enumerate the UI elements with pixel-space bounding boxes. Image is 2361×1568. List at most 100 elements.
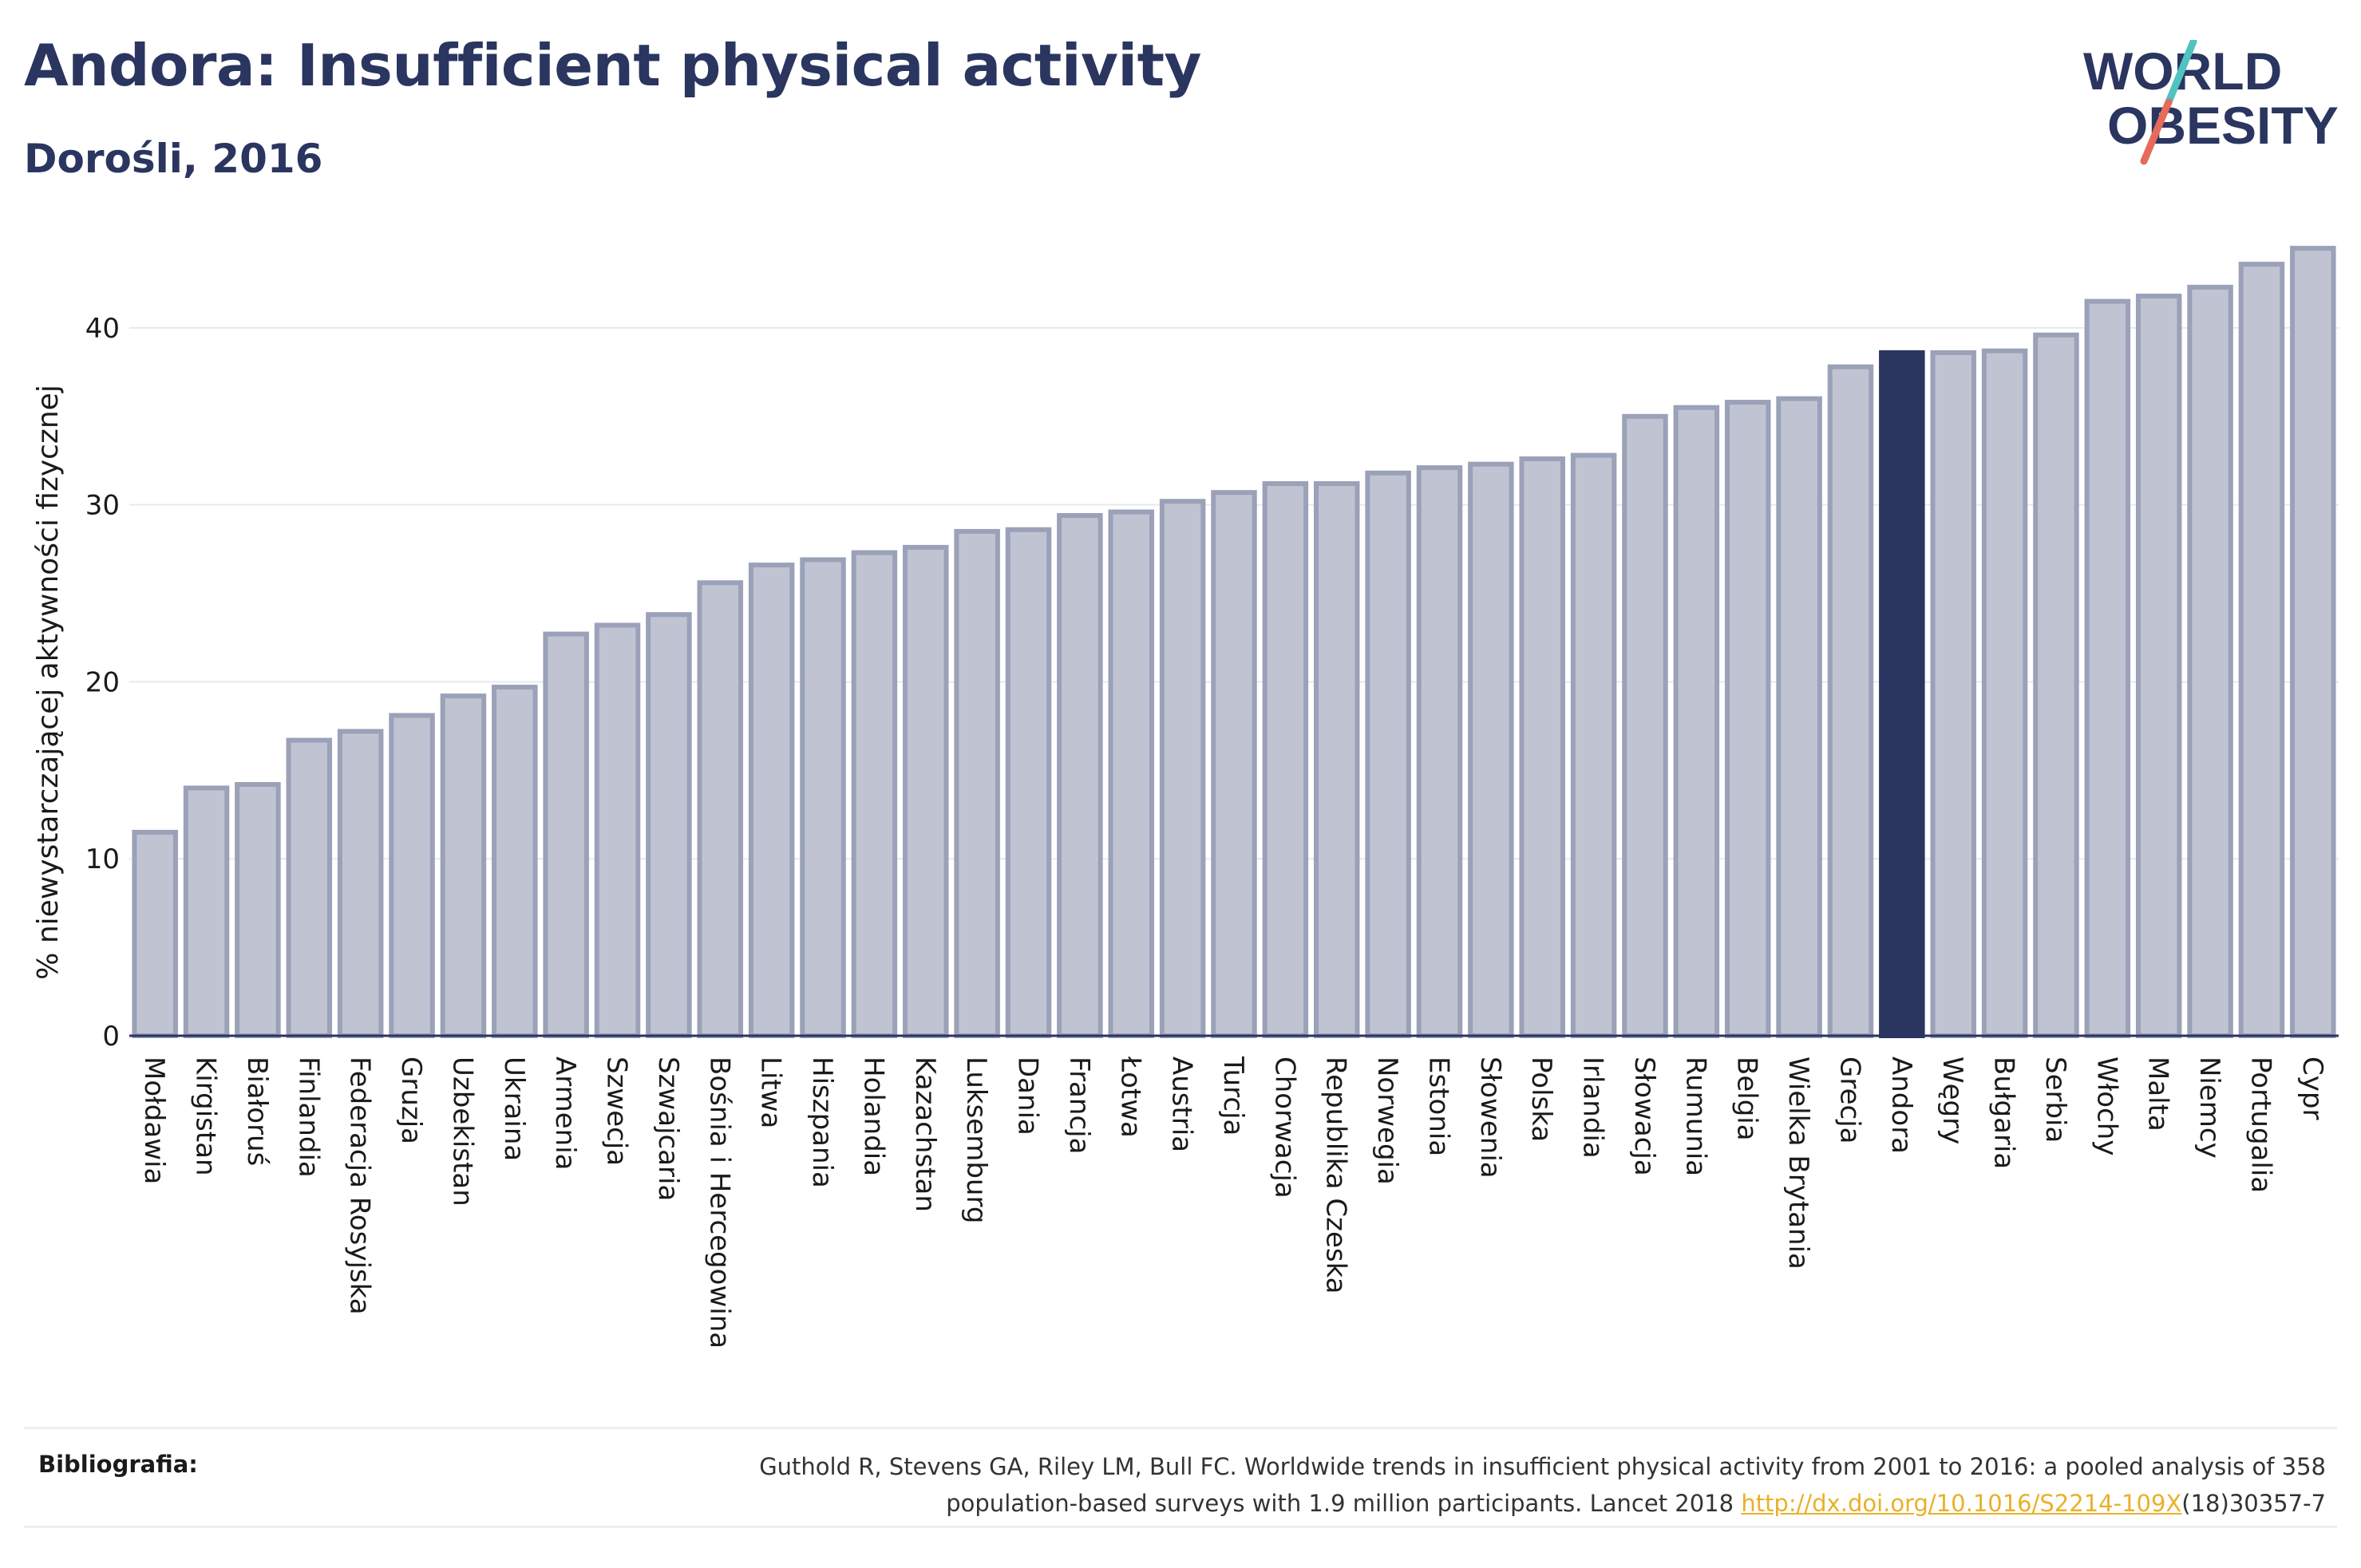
x-tick-label: Serbia — [2039, 1057, 2071, 1143]
x-tick-label: Polska — [1525, 1057, 1557, 1142]
x-tick-label: Łotwa — [1114, 1056, 1146, 1138]
bar[interactable] — [1724, 400, 1771, 1038]
bar[interactable] — [2084, 298, 2131, 1039]
x-tick-label: Wielka Brytania — [1782, 1057, 1814, 1270]
x-tick-label: Malta — [2142, 1057, 2174, 1132]
bar[interactable] — [2135, 293, 2182, 1039]
x-tick-label: Kirgistan — [190, 1057, 222, 1176]
bar[interactable] — [440, 693, 487, 1038]
bibliography-line1: Guthold R, Stevens GA, Riley LM, Bull FC… — [759, 1453, 2326, 1480]
bar[interactable] — [337, 729, 384, 1038]
y-tick-labels: 0 10 20 30 40 — [85, 313, 120, 1053]
x-tick-label: Niemcy — [2193, 1057, 2225, 1159]
bar[interactable] — [1159, 499, 1206, 1038]
bar[interactable] — [235, 782, 281, 1038]
bar[interactable] — [1005, 527, 1052, 1038]
footer-divider-bottom — [24, 1526, 2337, 1528]
bar[interactable] — [132, 829, 178, 1039]
x-tick-label: Białoruś — [241, 1057, 273, 1166]
bar[interactable] — [1211, 490, 1257, 1038]
x-tick-label: Dania — [1012, 1057, 1044, 1136]
y-tick-label: 10 — [85, 843, 120, 875]
x-tick-label: Holandia — [857, 1057, 889, 1176]
x-tick-label: Norwegia — [1371, 1057, 1403, 1185]
bar[interactable] — [1108, 509, 1155, 1038]
bars — [129, 246, 2339, 1039]
x-tick-label: Finlandia — [292, 1057, 324, 1178]
x-tick-label: Austria — [1166, 1057, 1198, 1152]
doi-link[interactable]: http://dx.doi.org/10.1016/S2214-109X — [1741, 1490, 2182, 1517]
bar[interactable] — [543, 631, 589, 1038]
footer-divider-top — [24, 1427, 2337, 1429]
bar[interactable] — [1570, 452, 1617, 1038]
x-tick-label: Grecja — [1833, 1057, 1865, 1143]
bar[interactable] — [903, 544, 949, 1038]
bibliography-line2-suffix: (18)30357-7 — [2181, 1490, 2326, 1517]
logo-slash-teal — [2165, 40, 2197, 106]
x-tick-label: Andora — [1885, 1057, 1917, 1154]
x-tick-label: Kazachstan — [909, 1057, 941, 1212]
chart-subtitle: Dorośli, 2016 — [24, 136, 323, 182]
bar[interactable] — [286, 737, 333, 1038]
bar[interactable] — [183, 785, 230, 1038]
bar[interactable] — [1827, 364, 1874, 1038]
chart-title: Andora: Insufficient physical activity — [24, 32, 1201, 99]
bar[interactable] — [1981, 348, 2028, 1039]
bar[interactable] — [1468, 461, 1514, 1038]
bar[interactable] — [594, 622, 641, 1038]
x-tick-label: Bułgaria — [1988, 1057, 2020, 1169]
x-tick-label: Armenia — [549, 1057, 581, 1171]
x-tick-label: Belgia — [1731, 1057, 1763, 1141]
bibliography-line2: population-based surveys with 1.9 millio… — [946, 1490, 1742, 1517]
x-tick-label: Hiszpania — [806, 1057, 838, 1188]
x-tick-label: Szwecja — [601, 1057, 633, 1166]
x-tick-label: Słowacja — [1628, 1057, 1660, 1176]
bar[interactable] — [1057, 512, 1103, 1038]
x-tick-label: Irlandia — [1577, 1057, 1609, 1159]
x-tick-label: Mołdawia — [138, 1057, 170, 1184]
bar[interactable] — [2238, 262, 2285, 1038]
bar[interactable] — [1930, 350, 1976, 1038]
x-tick-label: Węgry — [1936, 1057, 1968, 1144]
bar[interactable] — [1776, 396, 1822, 1039]
x-tick-label: Luksemburg — [960, 1057, 992, 1223]
bar[interactable] — [697, 580, 744, 1038]
x-tick-label: Włochy — [2090, 1057, 2122, 1155]
bar[interactable] — [1262, 481, 1309, 1038]
x-tick-label: Uzbekistan — [446, 1057, 478, 1207]
bar[interactable] — [1673, 405, 1720, 1038]
x-tick-label: Gruzja — [395, 1057, 427, 1144]
y-tick-label: 30 — [85, 490, 120, 522]
x-tick-label: Litwa — [755, 1057, 787, 1128]
logo-slash-coral — [2140, 98, 2173, 165]
bar[interactable] — [748, 563, 795, 1038]
bar[interactable] — [2033, 332, 2079, 1038]
y-tick-label: 20 — [85, 666, 120, 698]
bar[interactable] — [2187, 284, 2233, 1038]
y-tick-label: 40 — [85, 313, 120, 345]
y-tick-label: 0 — [102, 1021, 120, 1053]
x-tick-label: Republika Czeska — [1320, 1057, 1352, 1294]
x-tick-label: Francja — [1063, 1057, 1095, 1154]
bar[interactable] — [1622, 413, 1668, 1038]
bibliography-text: Guthold R, Stevens GA, Riley LM, Bull FC… — [490, 1448, 2326, 1522]
bar[interactable] — [492, 685, 538, 1038]
bar[interactable] — [646, 612, 692, 1038]
x-tick-label: Bośnia i Hercegowina — [703, 1057, 735, 1349]
y-axis-label: % niewystarczającej aktywności fizycznej — [32, 385, 65, 980]
bar[interactable] — [1519, 456, 1565, 1038]
x-tick-label: Portugalia — [2244, 1057, 2276, 1193]
x-tick-label: Ukraina — [498, 1057, 530, 1161]
bar-highlighted[interactable] — [1879, 350, 1925, 1038]
bar[interactable] — [1416, 465, 1463, 1038]
bar[interactable] — [954, 528, 1000, 1038]
bar[interactable] — [389, 713, 435, 1038]
bar[interactable] — [851, 550, 898, 1038]
bar[interactable] — [2290, 246, 2336, 1039]
logo-text-obesity: OBESITY — [2107, 96, 2339, 155]
bar[interactable] — [800, 557, 846, 1038]
x-tick-label: Chorwacja — [1268, 1057, 1300, 1199]
x-tick-label: Estonia — [1422, 1057, 1454, 1156]
bar[interactable] — [1365, 470, 1411, 1038]
bar[interactable] — [1313, 481, 1360, 1038]
